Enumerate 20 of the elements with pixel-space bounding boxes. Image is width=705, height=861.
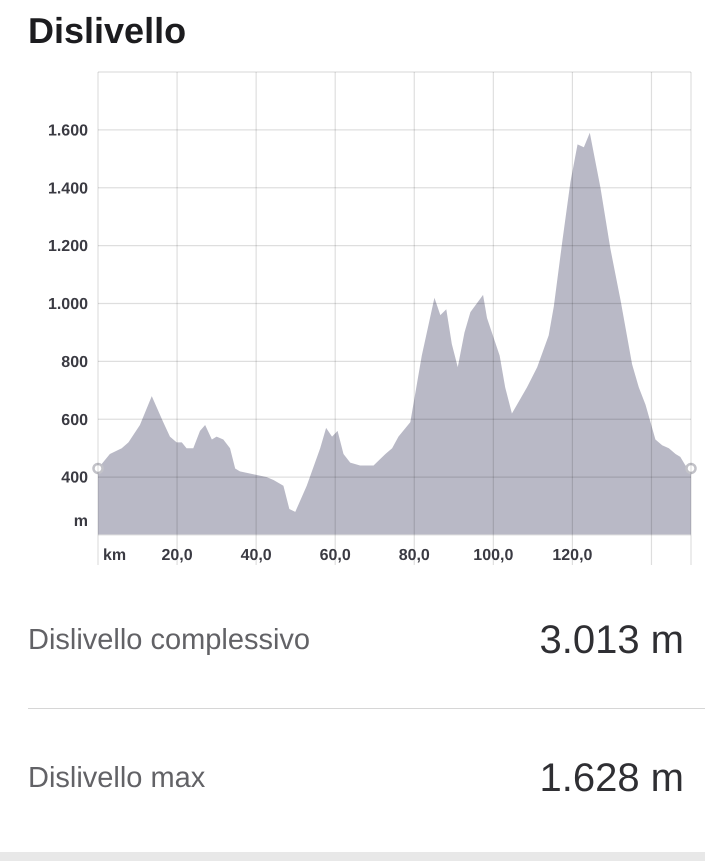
y-tick-label: 600: [61, 412, 88, 429]
text: Dislivello complessivo: [28, 624, 310, 656]
text: 3.013 m: [539, 618, 684, 662]
y-tick-label: 800: [61, 354, 88, 371]
x-axis-title: km: [103, 547, 126, 564]
x-tick-label: 40,0: [240, 547, 272, 564]
x-tick-label: 20,0: [161, 547, 193, 564]
text: 1.628 m: [539, 756, 684, 800]
x-tick-label: 120,0: [552, 547, 593, 564]
chart-title: Dislivello: [28, 10, 186, 51]
x-tick-label: 100,0: [473, 547, 514, 564]
y-tick-label: 1.600: [48, 122, 88, 140]
y-tick-label: 1.400: [48, 180, 88, 198]
y-tick-label: 1.200: [48, 238, 88, 256]
y-tick-label: 1.000: [48, 296, 88, 314]
y-axis-title: m: [74, 513, 88, 530]
y-tick-label: 400: [61, 470, 88, 487]
text: Dislivello max: [28, 762, 206, 794]
x-tick-label: 60,0: [320, 547, 351, 564]
x-tick-label: 80,0: [398, 547, 430, 564]
